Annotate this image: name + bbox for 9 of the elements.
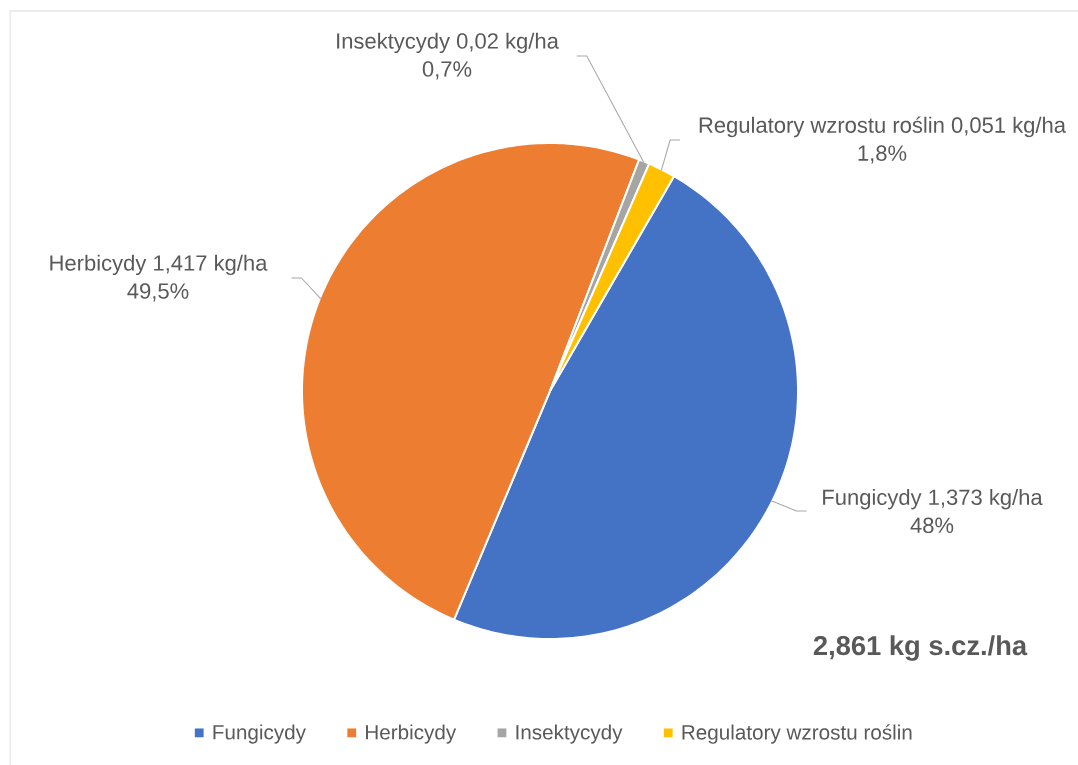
data-label: Insektycydy 0,02 kg/ha 0,7% (337, 32, 559, 80)
legend-label: Fungicydy (213, 724, 306, 744)
legend-label: Insektycydy (516, 724, 623, 744)
data-label: Herbicydy 1,417 kg/ha 49,5% (50, 254, 268, 302)
data-label: Regulatory wzrostu roślin 0,051 kg/ha 1,8% (699, 116, 1066, 164)
text: 2,861 kg s.cz./ha (813, 635, 1028, 661)
legend-label: Herbicydy (366, 724, 457, 744)
legend-label: Regulatory wzrostu roślin (682, 724, 912, 744)
data-label: Fungicydy 1,373 kg/ha 48% (823, 488, 1043, 534)
